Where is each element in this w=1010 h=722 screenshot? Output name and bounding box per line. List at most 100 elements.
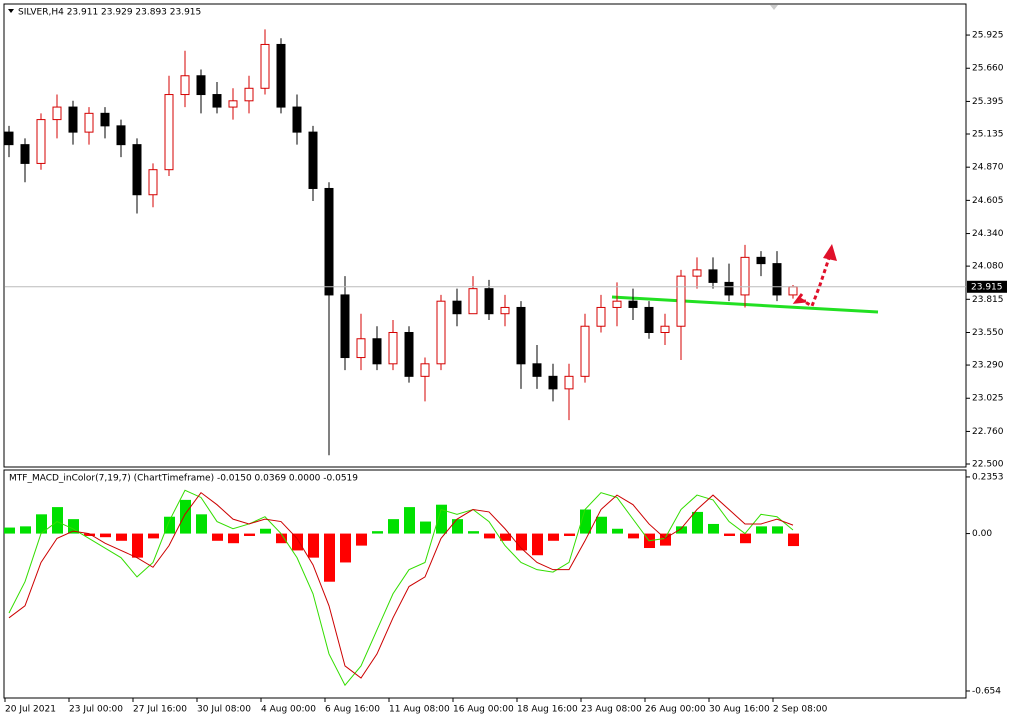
x-tick-label: 23 Aug 08:00 [581,705,642,715]
histogram-bar [468,531,479,534]
histogram-bar [772,526,783,534]
histogram-bar [452,519,463,534]
candle-body [196,75,206,96]
histogram-bar [148,533,159,539]
histogram-bar [628,533,639,539]
histogram-bar [516,533,527,551]
candle-body [308,131,318,189]
histogram-bar [84,533,95,536]
histogram-bar [612,528,623,534]
candle-body [356,338,366,359]
y-tick-label: 24.340 [972,229,1004,239]
x-tick-label: 20 Jul 2021 [5,705,56,715]
y-tick-label: 23.290 [972,361,1004,371]
histogram-bar [660,533,671,546]
histogram-bar [436,504,447,534]
histogram-bar [308,533,319,558]
arrow-path [799,257,831,309]
histogram-bar [788,533,799,547]
x-tick-label: 30 Aug 16:00 [709,705,770,715]
candle-body [388,331,398,365]
candle-body [532,363,542,377]
y-tick-label: 23.815 [972,295,1004,305]
macd-line [8,489,794,687]
candle-body [740,256,750,296]
price-title: SILVER,H4 23.911 23.929 23.893 23.915 [18,8,201,18]
candle-body [660,325,670,333]
y-tick-label: -0.654 [972,686,1001,696]
macd-title: MTF_MACD_inColor(7,19,7) (ChartTimeframe… [9,474,358,484]
candle-body [116,125,126,146]
histogram-bar [356,533,367,546]
histogram-bar [100,533,111,538]
candle-body [148,169,158,196]
menu-arrow[interactable] [8,9,14,13]
x-tick-label: 27 Jul 16:00 [133,705,187,715]
histogram-bar [596,516,607,534]
candle-body [612,300,622,308]
candle-body [180,75,190,96]
histogram-bar [132,533,143,558]
histogram-bar [740,533,751,544]
y-tick-label: 25.135 [972,129,1004,139]
x-tick-label: 11 Aug 08:00 [389,705,450,715]
histogram-bar [292,533,303,551]
candle-body [788,286,798,296]
histogram-bar [756,526,767,534]
candle-body [340,294,350,359]
candle-body [132,144,142,196]
histogram-bar [580,509,591,534]
macd-panel [3,469,967,699]
candle-body [596,306,606,327]
histogram-bar [228,533,239,544]
histogram-bar [180,499,191,534]
histogram-bar [36,514,47,534]
candle-body [52,106,62,121]
last-price-box [967,280,1007,293]
histogram-bar [324,533,335,582]
histogram-bar [196,514,207,534]
histogram-bar [388,519,399,534]
histogram-bar [692,511,703,534]
candle-body [484,288,494,315]
arrow-tail [792,293,807,304]
histogram-bar [164,516,175,534]
x-tick-label: 26 Aug 00:00 [645,705,706,715]
histogram-bar [212,533,223,541]
histogram-bar [68,519,79,534]
candle-body [628,300,638,308]
arrow-head [823,244,837,261]
y-tick-label: 22.760 [972,427,1004,437]
y-tick-label: 25.660 [972,64,1004,74]
y-tick-label: 0.00 [972,529,992,539]
candle-body [452,300,462,315]
candle-body [244,87,254,102]
histogram-bar [244,533,255,536]
histogram-bar [260,528,271,534]
histogram-bar [372,531,383,534]
candle-body [564,375,574,390]
histogram-bar [4,527,15,534]
candle-body [164,94,174,171]
last-price-label: 23.915 [971,282,1003,292]
y-tick-label: 23.550 [972,328,1004,338]
candle-body [468,288,478,315]
candle-body [692,269,702,277]
candle-body [372,338,382,365]
candle-body [756,256,766,265]
histogram-bar [564,533,575,536]
y-tick-label: 24.870 [972,163,1004,173]
histogram-bar [276,533,287,544]
macd-line [8,491,794,679]
x-tick-label: 16 Aug 00:00 [453,705,514,715]
candle-body [500,306,510,315]
x-tick-label: 6 Aug 16:00 [325,705,380,715]
candle-body [228,100,238,108]
y-tick-label: 23.025 [972,394,1004,404]
candle-body [516,306,526,365]
candle-body [100,112,110,127]
candle-body [4,131,14,146]
histogram-bar [708,523,719,534]
price-panel [3,3,967,468]
